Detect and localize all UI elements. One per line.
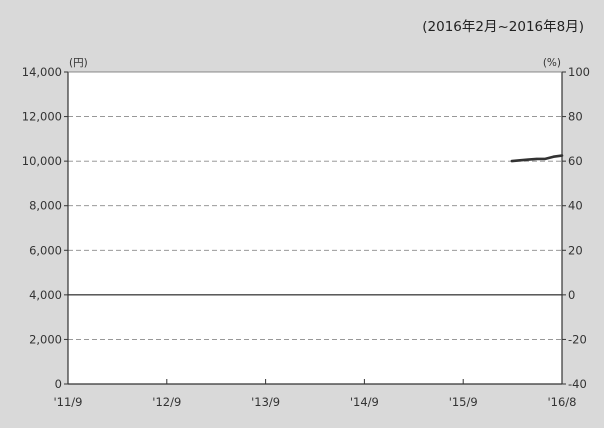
plot-area [68, 72, 562, 384]
data-point [561, 154, 563, 157]
right-tick-label: 0 [568, 288, 575, 302]
axes [67, 71, 563, 385]
data-point [552, 155, 555, 158]
gridlines [68, 116, 562, 340]
left-tick-label: 2,000 [29, 332, 62, 346]
left-tick-label: 6,000 [29, 243, 62, 257]
x-tick-label: '15/9 [449, 395, 478, 409]
series-group [510, 154, 564, 163]
right-tick-label: -40 [568, 377, 587, 391]
right-tick-label: 40 [568, 199, 583, 213]
left-tick-label: 14,000 [22, 65, 62, 79]
right-tick-label: -20 [568, 332, 587, 346]
left-tick-label: 4,000 [29, 288, 62, 302]
data-point [519, 159, 521, 162]
data-point [527, 158, 530, 161]
right-axis-ticks: -40 -20 0 20 40 60 80 100 [562, 65, 590, 391]
left-axis-unit: (円) [69, 57, 88, 69]
data-point [511, 160, 513, 163]
left-tick-label: 0 [55, 377, 62, 391]
right-axis-unit: (%) [543, 57, 561, 69]
left-tick-label: 12,000 [22, 110, 62, 124]
right-tick-label: 80 [568, 110, 583, 124]
period-label: (2016年2月~2016年8月) [422, 19, 584, 35]
left-tick-label: 10,000 [22, 154, 62, 168]
x-tick-label: '13/9 [251, 395, 280, 409]
x-tick-label: '14/9 [350, 395, 379, 409]
data-point [544, 158, 547, 160]
x-tick-label: '16/8 [548, 395, 577, 409]
left-tick-label: 8,000 [29, 199, 62, 213]
left-axis-ticks: 0 2,000 4,000 6,000 8,000 10,000 12,000 14,000 [22, 65, 68, 391]
x-tick-label: '12/9 [152, 395, 181, 409]
right-tick-label: 20 [568, 243, 583, 257]
right-tick-label: 100 [568, 65, 590, 79]
x-axis-ticks: '11/9 '12/9 '13/9 '14/9 '15/9 '16/8 [54, 379, 577, 409]
x-tick-label: '11/9 [54, 395, 83, 409]
right-tick-label: 60 [568, 154, 583, 168]
data-point [535, 158, 538, 160]
